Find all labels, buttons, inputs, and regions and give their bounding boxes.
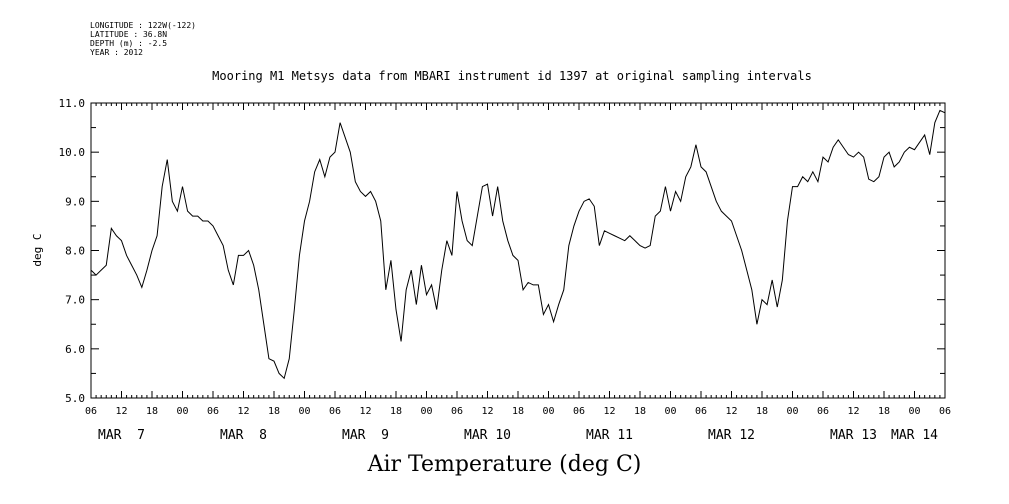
x-tick-label: 00: [908, 406, 920, 417]
x-tick-label: 06: [939, 406, 951, 417]
x-tick-label: 06: [451, 406, 463, 417]
x-tick-label: 06: [695, 406, 707, 417]
x-tick-label: 06: [85, 406, 97, 417]
x-day-label: MAR 10: [464, 428, 511, 443]
y-tick-label: 10.0: [59, 146, 86, 159]
series-line: [90, 109, 946, 380]
x-tick-label: 18: [390, 406, 402, 417]
x-tick-label: 18: [634, 406, 646, 417]
y-tick-label: 11.0: [59, 97, 86, 110]
x-tick-label: 06: [573, 406, 585, 417]
x-tick-label: 00: [176, 406, 188, 417]
line-chart: Mooring M1 Metsys data from MBARI instru…: [31, 69, 952, 443]
metadata-block: LONGITUDE : 122W(-122) LATITUDE : 36.8N …: [90, 21, 196, 57]
footer-title: Air Temperature (deg C): [367, 452, 642, 477]
x-day-label: MAR 11: [586, 428, 633, 443]
depth-text: DEPTH (m) : -2.5: [90, 39, 168, 48]
y-tick-label: 9.0: [65, 195, 85, 208]
x-day-label: MAR 13: [830, 428, 877, 443]
x-tick-label: 12: [725, 406, 737, 417]
x-tick-label: 00: [542, 406, 554, 417]
x-tick-label: 06: [817, 406, 829, 417]
x-tick-label: 12: [115, 406, 127, 417]
x-day-label: MAR 9: [342, 428, 389, 443]
longitude-text: LONGITUDE : 122W(-122): [90, 21, 196, 30]
x-tick-label: 18: [512, 406, 524, 417]
x-tick-label: 18: [268, 406, 280, 417]
x-tick-label: 06: [207, 406, 219, 417]
x-tick-label: 00: [664, 406, 676, 417]
y-tick-label: 5.0: [65, 392, 85, 405]
x-tick-label: 12: [603, 406, 615, 417]
x-day-label: MAR 12: [708, 428, 755, 443]
y-axis-label: deg C: [31, 233, 44, 266]
x-tick-label: 18: [878, 406, 890, 417]
x-day-label: MAR 8: [220, 428, 267, 443]
y-tick-label: 6.0: [65, 343, 85, 356]
chart-title: Mooring M1 Metsys data from MBARI instru…: [212, 69, 812, 83]
x-tick-label: 18: [146, 406, 158, 417]
x-tick-label: 18: [756, 406, 768, 417]
plot-frame: [90, 102, 946, 399]
x-tick-label: 12: [237, 406, 249, 417]
y-tick-label: 7.0: [65, 294, 85, 307]
x-tick-label: 00: [298, 406, 310, 417]
x-tick-label: 00: [786, 406, 798, 417]
y-tick-label: 8.0: [65, 245, 85, 258]
axes: 5.0 6.0 7.0 8.0 9.0 10.0 11.0 06 12 18 00 06 12 18 00 0…: [59, 97, 952, 443]
x-tick-label: 06: [329, 406, 341, 417]
x-day-label: MAR 7: [98, 428, 145, 443]
x-tick-label: 12: [359, 406, 371, 417]
x-tick-label: 00: [420, 406, 432, 417]
x-tick-label: 12: [847, 406, 859, 417]
year-text: YEAR : 2012: [90, 48, 143, 57]
x-tick-label: 12: [481, 406, 493, 417]
x-day-label: MAR 14: [891, 428, 938, 443]
latitude-text: LATITUDE : 36.8N: [90, 30, 168, 39]
